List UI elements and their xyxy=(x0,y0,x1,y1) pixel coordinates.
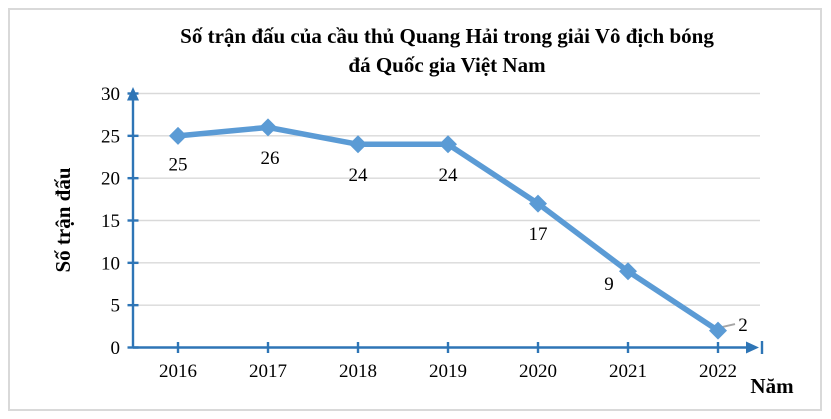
x-tick-label: 2019 xyxy=(429,361,467,382)
x-axis-title: Năm xyxy=(750,374,794,398)
data-point-marker xyxy=(259,118,277,137)
x-tick-label: 2018 xyxy=(339,361,377,382)
data-point-marker xyxy=(349,135,367,154)
y-tick-label: 25 xyxy=(101,126,120,147)
data-point-marker xyxy=(529,194,547,213)
data-label-leader xyxy=(721,323,736,329)
x-tick-label: 2016 xyxy=(159,361,197,382)
data-point-marker xyxy=(439,135,457,154)
data-label: 25 xyxy=(169,154,188,175)
data-label: 17 xyxy=(529,224,548,245)
data-label: 9 xyxy=(604,274,614,295)
chart-title: Số trận đấu của cầu thủ Quang Hải trong … xyxy=(180,24,714,77)
data-label: 24 xyxy=(439,165,459,186)
y-tick-label: 30 xyxy=(101,84,120,105)
x-axis-arrow-icon xyxy=(746,341,759,354)
data-label: 26 xyxy=(261,148,280,169)
data-label: 24 xyxy=(349,165,369,186)
data-point-marker xyxy=(709,321,727,340)
data-label: 2 xyxy=(738,315,748,336)
y-tick-label: 20 xyxy=(101,169,120,190)
y-tick-label: 10 xyxy=(101,253,120,274)
y-tick-label: 5 xyxy=(111,296,121,317)
x-tick-label: 2017 xyxy=(249,361,287,382)
series-line xyxy=(175,124,721,334)
y-tick-label: 0 xyxy=(111,338,121,359)
y-tick-label: 15 xyxy=(101,211,120,232)
x-tick-label: 2022 xyxy=(699,361,737,382)
data-point-marker xyxy=(619,262,637,281)
data-point-marker xyxy=(169,126,187,145)
x-tick-label: 2021 xyxy=(609,361,647,382)
x-tick-label: 2020 xyxy=(519,361,557,382)
